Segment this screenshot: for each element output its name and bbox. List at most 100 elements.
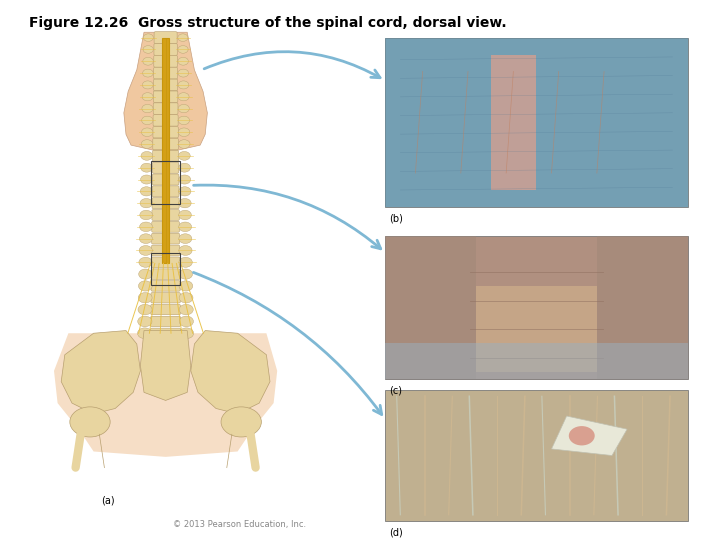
Polygon shape: [552, 416, 627, 456]
Circle shape: [178, 34, 188, 42]
FancyBboxPatch shape: [151, 293, 180, 303]
Circle shape: [179, 234, 192, 244]
FancyBboxPatch shape: [151, 281, 180, 291]
Circle shape: [179, 128, 190, 137]
FancyBboxPatch shape: [150, 305, 181, 315]
FancyBboxPatch shape: [154, 56, 177, 67]
FancyBboxPatch shape: [152, 198, 179, 208]
Bar: [491, 55, 536, 190]
Bar: [151, 253, 180, 285]
FancyBboxPatch shape: [151, 257, 180, 268]
FancyBboxPatch shape: [153, 91, 178, 103]
Circle shape: [141, 128, 153, 137]
Circle shape: [143, 69, 153, 77]
FancyBboxPatch shape: [153, 138, 179, 150]
Circle shape: [178, 57, 189, 65]
FancyBboxPatch shape: [151, 269, 180, 279]
FancyBboxPatch shape: [152, 210, 179, 220]
Circle shape: [140, 199, 153, 208]
Circle shape: [138, 316, 152, 327]
FancyBboxPatch shape: [154, 44, 177, 55]
Circle shape: [179, 293, 193, 303]
Text: (c): (c): [389, 386, 402, 395]
Circle shape: [179, 151, 190, 160]
Text: (a): (a): [101, 495, 114, 505]
Circle shape: [179, 305, 193, 315]
Bar: [476, 286, 597, 372]
Circle shape: [142, 116, 153, 125]
Circle shape: [140, 187, 153, 196]
Circle shape: [140, 175, 153, 184]
Circle shape: [179, 199, 191, 208]
Circle shape: [179, 140, 190, 149]
Circle shape: [138, 281, 152, 291]
Circle shape: [179, 328, 194, 339]
Bar: [385, 38, 688, 207]
Circle shape: [140, 222, 153, 232]
Bar: [151, 161, 180, 204]
Circle shape: [141, 151, 153, 160]
Circle shape: [179, 116, 189, 125]
Circle shape: [179, 163, 191, 172]
Circle shape: [179, 316, 194, 327]
FancyBboxPatch shape: [153, 162, 179, 173]
Circle shape: [179, 269, 192, 279]
FancyBboxPatch shape: [153, 126, 179, 138]
Circle shape: [179, 257, 192, 267]
Text: (d): (d): [389, 528, 402, 538]
Circle shape: [138, 328, 152, 339]
Polygon shape: [140, 330, 191, 401]
Bar: [385, 237, 688, 379]
Circle shape: [178, 81, 189, 89]
Polygon shape: [124, 32, 207, 151]
FancyBboxPatch shape: [153, 174, 179, 185]
Circle shape: [138, 305, 152, 315]
Bar: [385, 390, 688, 521]
Polygon shape: [54, 333, 277, 457]
Circle shape: [140, 210, 153, 220]
Circle shape: [142, 93, 153, 101]
Circle shape: [140, 234, 153, 244]
FancyBboxPatch shape: [152, 233, 179, 244]
FancyBboxPatch shape: [153, 79, 178, 91]
Circle shape: [70, 407, 110, 437]
Circle shape: [143, 57, 153, 65]
Circle shape: [139, 257, 152, 267]
Circle shape: [141, 140, 153, 149]
Circle shape: [569, 426, 595, 445]
Bar: [385, 343, 688, 379]
FancyBboxPatch shape: [152, 186, 179, 197]
Circle shape: [178, 93, 189, 101]
Circle shape: [179, 175, 191, 184]
Circle shape: [179, 281, 193, 291]
Text: Figure 12.26  Gross structure of the spinal cord, dorsal view.: Figure 12.26 Gross structure of the spin…: [29, 16, 506, 30]
FancyBboxPatch shape: [153, 103, 178, 114]
Circle shape: [178, 45, 188, 53]
Circle shape: [142, 104, 153, 113]
FancyBboxPatch shape: [150, 316, 181, 327]
Polygon shape: [191, 330, 270, 414]
Circle shape: [139, 269, 152, 279]
Text: (b): (b): [389, 213, 402, 224]
FancyBboxPatch shape: [150, 328, 181, 339]
Text: © 2013 Pearson Education, Inc.: © 2013 Pearson Education, Inc.: [173, 521, 306, 529]
Circle shape: [143, 45, 153, 53]
Circle shape: [143, 34, 153, 42]
Circle shape: [143, 81, 153, 89]
Circle shape: [179, 210, 192, 220]
Circle shape: [138, 293, 152, 303]
Circle shape: [140, 163, 153, 172]
Bar: [597, 237, 688, 379]
FancyBboxPatch shape: [154, 32, 177, 44]
Bar: [385, 38, 688, 207]
FancyBboxPatch shape: [153, 114, 178, 126]
Bar: [385, 237, 476, 379]
Polygon shape: [61, 330, 140, 414]
FancyBboxPatch shape: [152, 221, 179, 232]
Circle shape: [179, 222, 192, 232]
Circle shape: [179, 246, 192, 255]
FancyBboxPatch shape: [151, 245, 180, 256]
Circle shape: [178, 69, 189, 77]
Polygon shape: [162, 38, 169, 264]
Circle shape: [178, 104, 189, 113]
